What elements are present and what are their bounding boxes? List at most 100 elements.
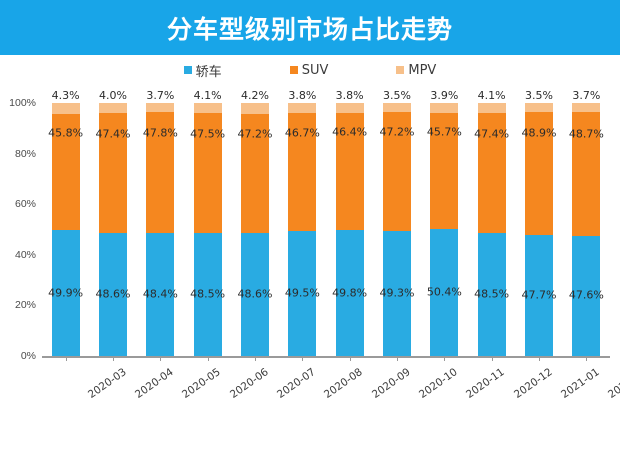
bar-segment-sedan[interactable] <box>572 235 601 356</box>
bar-segment-suv[interactable] <box>525 111 553 236</box>
bar-segment-mpv[interactable] <box>288 103 317 113</box>
bar-segment-mpv[interactable] <box>241 103 269 114</box>
x-axis-tickmark <box>302 356 304 361</box>
x-axis-tickmark <box>65 356 67 361</box>
x-axis-label: 2021-02 <box>606 366 620 401</box>
title-bar: 分车型级别市场占比走势 <box>0 0 620 55</box>
bar-segment-mpv[interactable] <box>430 103 459 113</box>
bar-segment-mpv[interactable] <box>383 103 411 112</box>
data-label-sedan: 47.7% <box>521 288 557 302</box>
x-axis-tickmark <box>491 356 493 361</box>
bar-segment-sedan[interactable] <box>477 233 506 356</box>
bar-segment-mpv[interactable] <box>51 103 80 114</box>
data-label-sedan: 47.6% <box>568 288 604 302</box>
bar-segment-suv[interactable] <box>99 113 127 234</box>
legend-item-轿车[interactable]: 轿车 <box>183 61 222 80</box>
data-label-suv: 48.7% <box>568 127 604 141</box>
legend-swatch-square <box>289 66 298 74</box>
bar-segment-sedan[interactable] <box>288 230 317 356</box>
data-label-mpv: 3.5% <box>383 89 411 102</box>
x-axis-label: 2020-06 <box>227 366 271 401</box>
data-label-suv: 47.2% <box>379 125 415 139</box>
data-label-mpv: 4.1% <box>477 89 506 102</box>
bar-segment-sedan[interactable] <box>525 235 553 356</box>
x-axis-label: 2020-05 <box>180 366 224 401</box>
x-axis-label: 2020-09 <box>369 366 413 401</box>
data-label-sedan: 50.4% <box>426 285 462 299</box>
x-axis-line <box>42 356 610 358</box>
data-label-suv: 48.9% <box>521 126 557 140</box>
bar-segment-suv[interactable] <box>383 111 411 232</box>
bar-column[interactable]: 48.5% 47.5% 4.1% <box>190 89 225 356</box>
bar-segment-suv[interactable] <box>241 113 269 234</box>
page-title: 分车型级别市场占比走势 <box>166 14 453 44</box>
data-label-sedan: 48.4% <box>142 287 178 301</box>
data-label-mpv: 4.0% <box>99 89 127 102</box>
bar-segment-mpv[interactable] <box>99 103 127 114</box>
bar-segment-sedan[interactable] <box>430 228 459 356</box>
bar-segment-mpv[interactable] <box>193 103 222 114</box>
x-axis-tickmark <box>397 356 398 361</box>
bar-column[interactable]: 48.6% 47.4% 4.0% <box>96 89 130 356</box>
x-axis-tickmark <box>444 356 446 361</box>
bar-segment-sedan[interactable] <box>146 233 175 356</box>
bar-column[interactable]: 49.9% 45.8% 4.3% <box>48 89 83 356</box>
bar-segment-mpv[interactable] <box>572 103 601 113</box>
data-label-mpv: 3.7% <box>572 89 601 102</box>
bar-segment-suv[interactable] <box>51 113 80 230</box>
bar-segment-sedan[interactable] <box>193 233 222 356</box>
x-axis-tickmark <box>160 356 162 361</box>
x-axis-tickmark <box>255 356 256 361</box>
x-axis-tickmark <box>349 356 351 361</box>
x-axis-label: 2020-10 <box>416 366 460 401</box>
data-label-suv: 45.8% <box>48 126 84 140</box>
bar-segment-mpv[interactable] <box>525 103 553 112</box>
bar-column[interactable]: 48.4% 47.8% 3.7% <box>143 89 178 356</box>
bar-segment-sedan[interactable] <box>51 229 80 356</box>
bar-segment-suv[interactable] <box>335 112 364 231</box>
legend-label: MPV <box>408 62 437 78</box>
data-label-suv: 47.4% <box>95 127 131 141</box>
bar-segment-suv[interactable] <box>477 113 506 234</box>
bar-segment-mpv[interactable] <box>335 103 364 113</box>
legend-label: 轿车 <box>195 64 222 80</box>
bar-segment-mpv[interactable] <box>146 103 175 113</box>
bar-segment-sedan[interactable] <box>241 233 269 356</box>
data-label-suv: 45.7% <box>426 125 462 139</box>
bar-segment-suv[interactable] <box>146 112 175 234</box>
bar-segment-suv[interactable] <box>288 112 317 231</box>
x-axis-label: 2020-03 <box>85 366 129 401</box>
bar-column[interactable]: 48.5% 47.4% 4.1% <box>474 89 509 356</box>
bar-segment-sedan[interactable] <box>335 230 364 356</box>
data-label-mpv: 4.2% <box>241 89 269 102</box>
x-axis-tickmark <box>586 356 588 361</box>
bar-column[interactable]: 49.3% 47.2% 3.5% <box>380 89 414 356</box>
bar-segment-suv[interactable] <box>572 112 601 236</box>
bar-segment-sedan[interactable] <box>99 233 127 356</box>
legend-swatch-square <box>396 66 405 74</box>
bar-column[interactable]: 47.7% 48.9% 3.5% <box>522 89 556 356</box>
bar-column[interactable]: 50.4% 45.7% 3.9% <box>427 89 462 356</box>
data-label-mpv: 4.1% <box>193 89 222 102</box>
bar-column[interactable]: 49.8% 46.4% 3.8% <box>332 89 367 356</box>
data-label-mpv: 3.9% <box>430 89 459 102</box>
data-label-mpv: 3.7% <box>146 89 175 102</box>
bar-column[interactable]: 48.6% 47.2% 4.2% <box>238 89 272 356</box>
data-label-suv: 47.5% <box>190 127 226 141</box>
y-axis-tick-label: 0% <box>20 350 36 362</box>
bar-column[interactable]: 47.6% 48.7% 3.7% <box>569 89 604 356</box>
bar-segment-mpv[interactable] <box>477 103 506 114</box>
x-axis-tickmark <box>113 356 114 361</box>
bar-segment-suv[interactable] <box>193 113 222 234</box>
bar-segment-suv[interactable] <box>430 112 459 229</box>
y-axis-tick-label: 20% <box>14 299 36 312</box>
data-label-mpv: 3.8% <box>288 89 317 102</box>
data-label-sedan: 48.6% <box>95 287 131 301</box>
data-label-sedan: 48.5% <box>190 287 226 301</box>
data-label-suv: 46.4% <box>332 125 368 139</box>
legend-item-SUV[interactable]: SUV <box>289 63 328 78</box>
bar-segment-sedan[interactable] <box>383 231 411 356</box>
x-axis-label: 2020-08 <box>322 366 366 401</box>
legend-item-MPV[interactable]: MPV <box>396 63 436 78</box>
bar-column[interactable]: 49.5% 46.7% 3.8% <box>285 89 320 356</box>
